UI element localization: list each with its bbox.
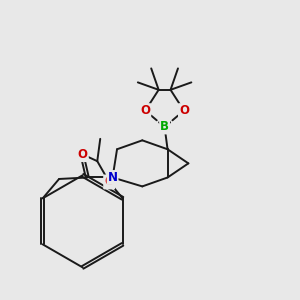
Text: O: O [140,104,150,117]
Text: B: B [160,121,169,134]
Text: N: N [108,171,118,184]
Text: O: O [78,148,88,161]
Text: O: O [104,176,114,188]
Text: O: O [179,104,189,117]
